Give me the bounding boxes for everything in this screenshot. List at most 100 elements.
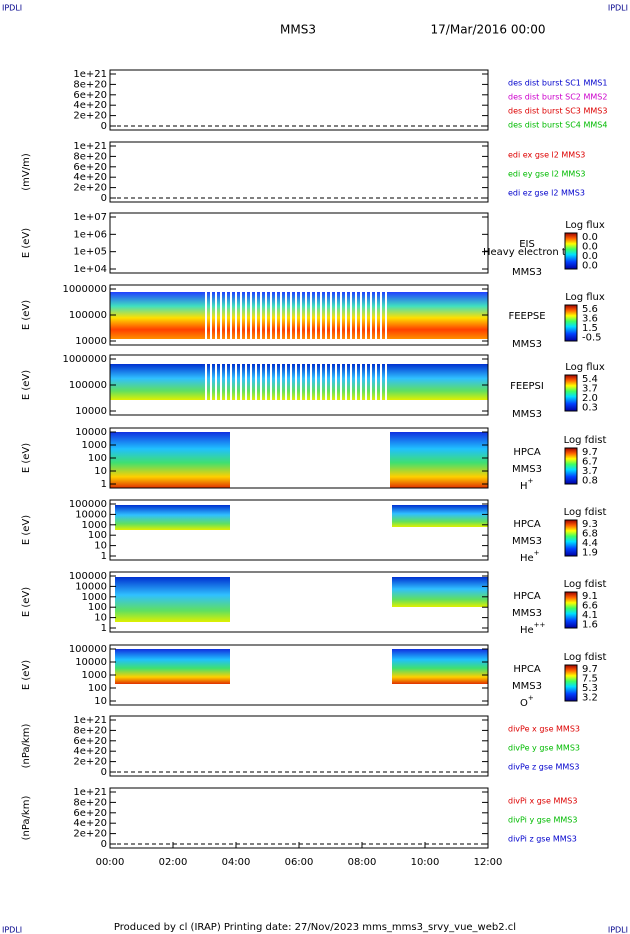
- y-tick-label: 1e+21: [73, 715, 107, 726]
- legend-entry: edi ez gse l2 MMS3: [508, 189, 585, 198]
- x-tick-label: 08:00: [348, 857, 377, 868]
- colorbar-label: 1.5: [582, 323, 598, 334]
- y-tick-label: 0: [101, 193, 107, 204]
- y-tick-label: 100000: [69, 571, 107, 582]
- side-label: MMS3: [512, 464, 542, 475]
- legend-entry: divPi x gse MMS3: [508, 797, 577, 806]
- y-tick-label: 1000: [82, 670, 107, 681]
- spectrogram: [115, 649, 230, 684]
- legend-entry: des dist burst SC1 MMS1: [508, 79, 607, 88]
- y-tick-label: 8e+20: [73, 151, 107, 162]
- y-axis-label: E (eV): [21, 370, 32, 400]
- panel-frame: [109, 571, 489, 633]
- y-tick-label: 2e+20: [73, 829, 107, 840]
- side-label: MMS3: [512, 608, 542, 619]
- spectrogram: [115, 577, 230, 622]
- y-tick-label: 8e+20: [73, 797, 107, 808]
- colorbar-label: 0.0: [582, 232, 598, 243]
- legend-entry: divPe y gse MMS3: [508, 744, 580, 753]
- corner: IPDLI: [2, 4, 22, 13]
- colorbar-label: 9.7: [582, 664, 598, 675]
- side-label: FEEPSI: [510, 381, 544, 392]
- x-tick-label: 02:00: [159, 857, 188, 868]
- y-axis-label: E (eV): [21, 443, 32, 473]
- y-tick-label: 1e+06: [73, 229, 107, 240]
- side-label: MMS3: [512, 536, 542, 547]
- y-tick-label: 10000: [75, 581, 107, 592]
- species: He++: [520, 621, 546, 636]
- colorbar: [564, 591, 578, 629]
- colorbar-label: 9.1: [582, 591, 598, 602]
- y-tick-label: 1000: [82, 440, 107, 451]
- corner: IPDLI: [2, 926, 22, 934]
- y-tick-label: 100: [88, 683, 107, 694]
- colorbar-title: Log flux: [565, 362, 605, 373]
- colorbar-label: 1.6: [582, 620, 598, 631]
- y-tick-label: 10: [94, 613, 107, 624]
- y-tick-label: 1e+04: [73, 264, 107, 275]
- y-axis-label: E (eV): [21, 228, 32, 258]
- side-label: HPCA: [513, 591, 541, 602]
- panel-frame: [109, 69, 489, 131]
- y-tick-label: 2e+20: [73, 757, 107, 768]
- y-tick-label: 1e+21: [73, 141, 107, 152]
- side-label: MMS3: [512, 409, 542, 420]
- y-tick-label: 1e+07: [73, 212, 107, 223]
- footer: Produced by cl (IRAP) Printing date: 27/…: [114, 922, 516, 933]
- panel-frame: [109, 787, 489, 849]
- y-tick-label: 1e+21: [73, 69, 107, 80]
- y-tick-label: 6e+20: [73, 162, 107, 173]
- species: O+: [520, 694, 534, 709]
- y-tick-label: 100000: [69, 644, 107, 655]
- y-axis-label: E (eV): [21, 515, 32, 545]
- legend-entry: des dist burst SC2 MMS2: [508, 93, 607, 102]
- colorbar-label: 5.4: [582, 374, 598, 385]
- y-tick-label: 6e+20: [73, 90, 107, 101]
- colorbar-label: 2.0: [582, 393, 598, 404]
- y-tick-label: 1: [101, 623, 107, 634]
- colorbar-label: 1.9: [582, 548, 598, 559]
- legend-entry: divPi y gse MMS3: [508, 816, 577, 825]
- y-tick-label: 10: [94, 696, 107, 707]
- colorbar-label: 3.6: [582, 314, 598, 325]
- legend-entry: des dist burst SC3 MMS3: [508, 107, 607, 116]
- colorbar-label: 5.3: [582, 683, 598, 694]
- legend-entry: divPe x gse MMS3: [508, 725, 580, 734]
- species-charge: ++: [534, 621, 546, 629]
- colorbar: [564, 232, 578, 270]
- y-tick-label: 10000: [75, 427, 107, 438]
- x-tick-label: 00:00: [96, 857, 125, 868]
- y-tick-label: 1000000: [62, 354, 107, 365]
- colorbar-label: 3.2: [582, 693, 598, 704]
- y-tick-label: 10: [94, 466, 107, 477]
- species-charge: +: [534, 549, 540, 557]
- y-tick-label: 10000: [75, 509, 107, 520]
- colorbar-label: 6.7: [582, 457, 598, 468]
- spectrogram: [115, 505, 230, 530]
- colorbar-label: 5.6: [582, 304, 598, 315]
- legend-entry: edi ey gse l2 MMS3: [508, 170, 586, 179]
- y-tick-label: 10000: [75, 336, 107, 347]
- side-label: HPCA: [513, 447, 541, 458]
- colorbar: [564, 519, 578, 557]
- legend-entry: divPi z gse MMS3: [508, 835, 577, 844]
- colorbar-title: Log flux: [565, 220, 605, 231]
- y-tick-label: 1e+21: [73, 787, 107, 798]
- colorbar-title: Log fdist: [564, 652, 607, 663]
- y-axis-label: E (eV): [21, 660, 32, 690]
- colorbar: [564, 304, 578, 342]
- y-tick-label: 1000: [82, 592, 107, 603]
- y-tick-label: 1000000: [62, 284, 107, 295]
- colorbar-title: Log flux: [565, 292, 605, 303]
- y-tick-label: 0: [101, 767, 107, 778]
- y-tick-label: 1: [101, 479, 107, 490]
- species-charge: +: [528, 477, 534, 485]
- y-tick-label: 1: [101, 551, 107, 562]
- x-tick-label: 12:00: [474, 857, 503, 868]
- spectrogram: [392, 505, 488, 527]
- y-tick-label: 100: [88, 602, 107, 613]
- panel-frame: [109, 715, 489, 777]
- gaps: [205, 364, 390, 400]
- colorbar-label: 4.4: [582, 538, 598, 549]
